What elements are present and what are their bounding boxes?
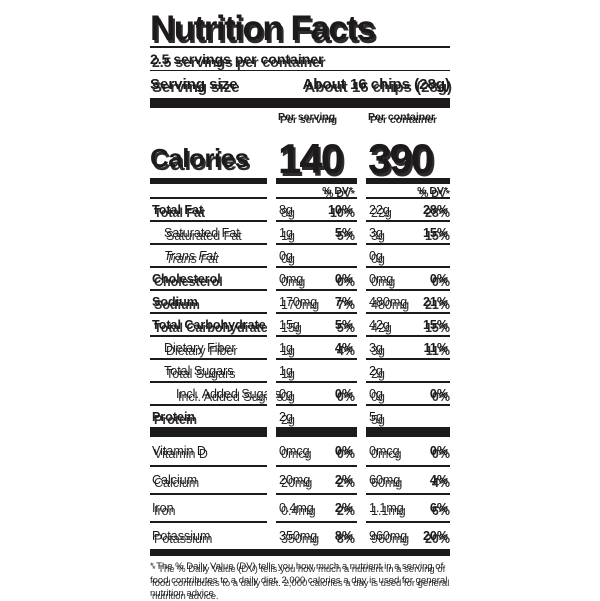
nutrient-row-sodium: Sodium 170mg 7% 480mg 21% xyxy=(150,289,450,312)
nutrient-row-trans-fat: Trans Fat 0g 0g xyxy=(150,243,450,266)
nutrient-row-total-sugars: Total Sugars 1g 2g xyxy=(150,358,450,381)
calories-per-serving: 140 xyxy=(278,135,344,182)
serving-size-row: Serving size About 16 chips (28g) xyxy=(150,71,450,98)
vitamin-row-vitamin-d: Vitamin D 0mcg 0% 0mcg 0% xyxy=(152,444,448,458)
nutrient-row-added-sugars: Incl. Added Sugars 0g 0% 0g 0% xyxy=(150,381,450,404)
calories-per-container: 390 xyxy=(368,135,434,182)
vitamin-row-iron: Iron 0.4mg 2% 1.1mg 6% xyxy=(150,493,450,521)
nutrient-row-dietary-fiber: Dietary Fiber 1g 4% 3g 11% xyxy=(150,335,450,358)
dv-header-per-serving: % DV* xyxy=(322,184,353,197)
calories-section: Per serving Per container Calories 140 3… xyxy=(150,108,450,182)
vitamin-row-calcium: Calcium 20mg 2% 60mg 4% xyxy=(150,465,450,493)
nutrient-row-saturated-fat: Saturated Fat 1g 5% 3g 15% xyxy=(150,220,450,243)
dv-header-per-container: % DV* xyxy=(417,184,448,197)
nutrient-row-protein: Protein 2g 5g xyxy=(150,404,450,427)
servings-per-container: 2.5 servings per container xyxy=(150,51,324,67)
nutrient-row-cholesterol: Cholesterol 0mg 0% 0mg 0% xyxy=(150,266,450,289)
nutrition-facts-label: Nutrition Facts 2.5 servings per contain… xyxy=(150,9,450,600)
thick-bar xyxy=(150,427,450,437)
column-gutter-right xyxy=(357,108,366,549)
divider xyxy=(150,46,450,48)
label-title: Nutrition Facts xyxy=(150,9,376,48)
bottom-bar xyxy=(150,549,450,556)
per-serving-header: Per serving xyxy=(278,111,336,123)
per-container-header: Per container xyxy=(368,111,436,123)
nutrient-row-total-carbohydrate: Total Carbohydrate 15g 5% 42g 15% xyxy=(150,312,450,335)
medium-bar xyxy=(150,178,450,184)
daily-value-header-row: % DV* % DV* xyxy=(150,184,450,197)
serving-size-value: About 16 chips (28g) xyxy=(302,76,450,93)
vitamin-row-potassium: Potassium 350mg 8% 960mg 20% xyxy=(150,521,450,549)
calories-label: Calories xyxy=(150,143,249,173)
serving-size-label: Serving size xyxy=(150,76,238,93)
column-gutter-left xyxy=(267,108,276,549)
nutrient-row-total-fat: Total Fat 8g 10% 22g 28% xyxy=(150,197,450,220)
thick-bar xyxy=(150,98,450,108)
divider xyxy=(150,70,450,71)
daily-value-footnote: * The % Daily Value (DV) tells you how m… xyxy=(150,561,448,599)
